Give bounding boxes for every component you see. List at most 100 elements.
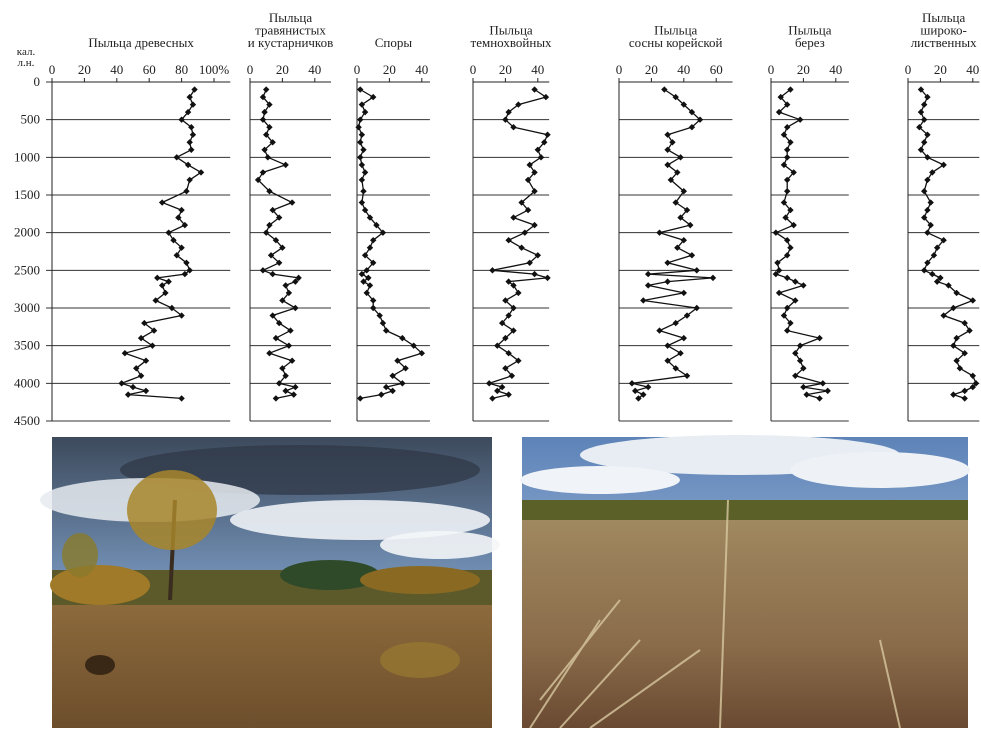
page: {"chart_data": [ {"type": "line", "title… <box>0 0 981 733</box>
panel-title: Споры <box>375 35 413 50</box>
data-point <box>357 86 363 92</box>
x-tick-label: 80 <box>175 62 188 77</box>
data-point <box>265 154 271 160</box>
panel-title: берез <box>795 35 825 50</box>
data-point <box>797 358 803 364</box>
data-point <box>359 199 365 205</box>
data-point <box>664 147 670 153</box>
x-tick-label: 20 <box>797 62 810 77</box>
data-point <box>792 278 798 284</box>
data-point <box>800 282 806 288</box>
x-tick-label: 40 <box>829 62 842 77</box>
data-point <box>489 267 495 273</box>
data-line <box>359 90 422 399</box>
data-point <box>962 388 968 394</box>
data-point <box>122 350 128 356</box>
data-point <box>165 278 171 284</box>
y-tick-label: 1500 <box>14 187 40 202</box>
x-tick-label: 60 <box>143 62 156 77</box>
data-point <box>486 380 492 386</box>
panel-title: и кустарничков <box>248 35 333 50</box>
data-point <box>656 229 662 235</box>
data-point <box>664 132 670 138</box>
y-axis-label: л.н. <box>18 57 35 69</box>
y-tick-label: 3000 <box>14 300 40 315</box>
data-point <box>138 373 144 379</box>
data-point <box>924 229 930 235</box>
data-point <box>784 188 790 194</box>
data-point <box>921 188 927 194</box>
data-point <box>645 271 651 277</box>
x-tick-label: 20 <box>276 62 289 77</box>
data-point <box>918 109 924 115</box>
data-point <box>266 350 272 356</box>
data-point <box>518 245 524 251</box>
data-point <box>149 342 155 348</box>
data-point <box>178 395 184 401</box>
data-point <box>505 237 511 243</box>
data-line <box>489 90 547 399</box>
data-line <box>632 90 713 399</box>
x-tick-label: 20 <box>78 62 91 77</box>
data-point <box>927 199 933 205</box>
data-point <box>957 365 963 371</box>
data-point <box>970 297 976 303</box>
figure: Пыльца древесных020406080100%05001000150… <box>0 0 981 728</box>
x-tick-label: 0 <box>247 62 254 77</box>
y-tick-label: 0 <box>34 74 41 89</box>
data-point <box>357 116 363 122</box>
data-point <box>191 86 197 92</box>
data-point <box>797 342 803 348</box>
data-point <box>260 169 266 175</box>
x-tick-label: 100% <box>199 62 230 77</box>
data-point <box>640 297 646 303</box>
x-tick-label: 40 <box>677 62 690 77</box>
x-tick-label: 0 <box>49 62 56 77</box>
data-point <box>505 391 511 397</box>
data-point <box>362 207 368 213</box>
y-tick-label: 1000 <box>14 149 40 164</box>
data-point <box>260 267 266 273</box>
data-point <box>966 327 972 333</box>
data-point <box>282 388 288 394</box>
data-point <box>669 139 675 145</box>
data-point <box>800 384 806 390</box>
data-point <box>544 132 550 138</box>
data-point <box>489 395 495 401</box>
x-tick-label: 40 <box>531 62 544 77</box>
data-point <box>383 384 389 390</box>
data-point <box>389 388 395 394</box>
x-tick-label: 40 <box>966 62 979 77</box>
data-point <box>292 384 298 390</box>
data-point <box>190 132 196 138</box>
data-point <box>367 245 373 251</box>
data-point <box>531 271 537 277</box>
x-tick-label: 0 <box>905 62 912 77</box>
data-point <box>710 275 716 281</box>
x-tick-label: 0 <box>616 62 623 77</box>
y-tick-label: 2000 <box>14 225 40 240</box>
data-point <box>282 162 288 168</box>
data-point <box>787 245 793 251</box>
data-point <box>816 335 822 341</box>
x-tick-label: 20 <box>645 62 658 77</box>
x-tick-label: 0 <box>354 62 361 77</box>
x-tick-label: 0 <box>768 62 775 77</box>
data-point <box>970 373 976 379</box>
data-point <box>357 395 363 401</box>
data-point <box>118 380 124 386</box>
data-point <box>282 282 288 288</box>
data-point <box>261 109 267 115</box>
x-tick-label: 40 <box>308 62 321 77</box>
data-point <box>929 271 935 277</box>
data-point <box>544 275 550 281</box>
data-point <box>143 388 149 394</box>
panel-title: Пыльца древесных <box>88 35 194 50</box>
y-tick-label: 4000 <box>14 375 40 390</box>
data-point <box>784 124 790 130</box>
photo-right <box>520 435 970 728</box>
x-tick-label: 20 <box>934 62 947 77</box>
data-point <box>962 320 968 326</box>
data-point <box>178 207 184 213</box>
data-point <box>515 290 521 296</box>
